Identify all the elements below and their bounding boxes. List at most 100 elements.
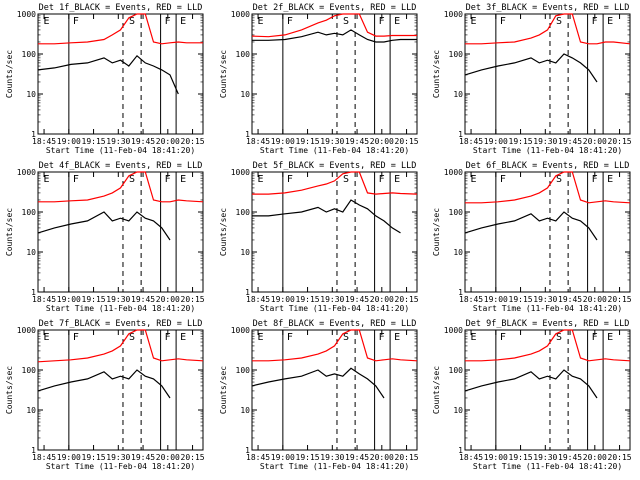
- y-axis-label: Counts/sec: [432, 366, 441, 414]
- plot-frame: [251, 171, 418, 293]
- marker-label: E: [394, 16, 400, 27]
- y-tick-label: 10: [453, 406, 463, 415]
- marker-label: E: [257, 332, 263, 343]
- x-tick-label: 19:45: [345, 453, 369, 462]
- y-axis-label: Counts/sec: [219, 208, 228, 256]
- y-tick-label: 1: [458, 288, 463, 297]
- x-tick-label: 19:45: [131, 453, 155, 462]
- x-tick-label: 19:00: [57, 137, 81, 146]
- marker-label: S: [343, 16, 349, 27]
- panel-title: Det 8f_BLACK = Events, RED = LLD: [253, 319, 417, 329]
- x-tick-label: 19:45: [131, 137, 155, 146]
- marker-label: F: [379, 16, 385, 27]
- x-tick-label: 19:00: [484, 137, 508, 146]
- lld-series-line: [252, 171, 418, 195]
- panel-title: Det 7f_BLACK = Events, RED = LLD: [39, 319, 203, 329]
- marker-label: E: [607, 16, 613, 27]
- y-tick-label: 1000: [231, 10, 250, 19]
- marker-label: E: [180, 16, 186, 27]
- panel-title: Det 5f_BLACK = Events, RED = LLD: [253, 161, 417, 171]
- x-tick-label: 19:45: [131, 295, 155, 304]
- y-axis-label: Counts/sec: [5, 50, 14, 98]
- x-tick-label: 20:15: [181, 137, 205, 146]
- x-tick-label: 19:00: [271, 453, 295, 462]
- x-axis-label: Start Time (11-Feb-04 18:41:20): [46, 304, 195, 313]
- y-tick-label: 10: [453, 90, 463, 99]
- marker-label: E: [43, 16, 49, 27]
- panel-title: Det 4f_BLACK = Events, RED = LLD: [39, 161, 203, 171]
- marker-label: E: [43, 332, 49, 343]
- marker-label: S: [129, 16, 135, 27]
- y-axis-label: Counts/sec: [5, 366, 14, 414]
- x-tick-label: 19:30: [533, 295, 557, 304]
- panel-5: Det 5f_BLACK = Events, RED = LLD 1 10 100 10…: [219, 161, 419, 313]
- marker-label: F: [500, 332, 506, 343]
- x-tick-label: 19:30: [533, 453, 557, 462]
- y-tick-label: 100: [449, 366, 464, 375]
- y-axis-label: Counts/sec: [5, 208, 14, 256]
- x-tick-label: 19:30: [106, 137, 130, 146]
- x-tick-label: 19:00: [484, 453, 508, 462]
- y-tick-label: 10: [26, 90, 36, 99]
- marker-label: E: [257, 174, 263, 185]
- y-tick-label: 100: [449, 208, 464, 217]
- marker-label: E: [257, 16, 263, 27]
- marker-label: F: [287, 16, 293, 27]
- x-tick-label: 18:45: [246, 295, 270, 304]
- x-tick-label: 18:45: [32, 453, 56, 462]
- y-tick-label: 1000: [231, 326, 250, 335]
- marker-label: S: [343, 332, 349, 343]
- y-tick-label: 1: [245, 130, 250, 139]
- panel-title: Det 9f_BLACK = Events, RED = LLD: [466, 319, 630, 329]
- plot-frame: [37, 171, 204, 293]
- x-tick-label: 19:15: [82, 295, 106, 304]
- plot-frame: [464, 171, 631, 293]
- x-axis-label: Start Time (11-Feb-04 18:41:20): [260, 304, 409, 313]
- x-tick-label: 19:15: [509, 295, 533, 304]
- x-tick-label: 20:15: [608, 295, 632, 304]
- x-tick-label: 20:15: [395, 453, 419, 462]
- marker-label: F: [379, 174, 385, 185]
- y-tick-label: 1: [245, 446, 250, 455]
- y-tick-label: 1000: [17, 168, 36, 177]
- marker-label: F: [500, 174, 506, 185]
- y-tick-label: 10: [453, 248, 463, 257]
- x-tick-label: 18:45: [459, 137, 483, 146]
- y-tick-label: 100: [236, 50, 251, 59]
- panel-7: Det 7f_BLACK = Events, RED = LLD 1 10 100 10…: [5, 319, 205, 471]
- marker-label: F: [73, 174, 79, 185]
- x-axis-label: Start Time (11-Feb-04 18:41:20): [473, 304, 622, 313]
- x-tick-label: 18:45: [246, 137, 270, 146]
- y-tick-label: 1: [458, 130, 463, 139]
- x-tick-label: 19:15: [82, 453, 106, 462]
- marker-label: F: [165, 16, 171, 27]
- x-tick-label: 19:30: [533, 137, 557, 146]
- lld-series-line: [465, 171, 631, 204]
- panel-4: Det 4f_BLACK = Events, RED = LLD 1 10 100 10…: [5, 161, 205, 313]
- x-axis-label: Start Time (11-Feb-04 18:41:20): [473, 462, 622, 471]
- x-tick-label: 19:45: [345, 295, 369, 304]
- y-tick-label: 100: [236, 366, 251, 375]
- marker-label: F: [165, 332, 171, 343]
- y-tick-label: 10: [26, 248, 36, 257]
- marker-label: S: [556, 174, 562, 185]
- y-axis-label: Counts/sec: [432, 208, 441, 256]
- panel-2: Det 2f_BLACK = Events, RED = LLD 1 10 100 10…: [219, 3, 419, 155]
- lld-series-line: [252, 329, 418, 362]
- panel-9: Det 9f_BLACK = Events, RED = LLD 1 10 100 10…: [432, 319, 632, 471]
- marker-label: F: [287, 332, 293, 343]
- panel-1: Det 1f_BLACK = Events, RED = LLD 1 10 100 10…: [5, 3, 205, 155]
- y-tick-label: 100: [22, 50, 37, 59]
- marker-label: E: [394, 332, 400, 343]
- y-tick-label: 1000: [444, 168, 463, 177]
- x-axis-label: Start Time (11-Feb-04 18:41:20): [46, 146, 195, 155]
- x-tick-label: 19:00: [57, 453, 81, 462]
- x-tick-label: 19:30: [320, 137, 344, 146]
- x-tick-label: 18:45: [459, 295, 483, 304]
- marker-label: E: [470, 332, 476, 343]
- y-tick-label: 100: [22, 366, 37, 375]
- events-series-line: [464, 211, 598, 241]
- marker-label: E: [607, 174, 613, 185]
- marker-label: F: [287, 174, 293, 185]
